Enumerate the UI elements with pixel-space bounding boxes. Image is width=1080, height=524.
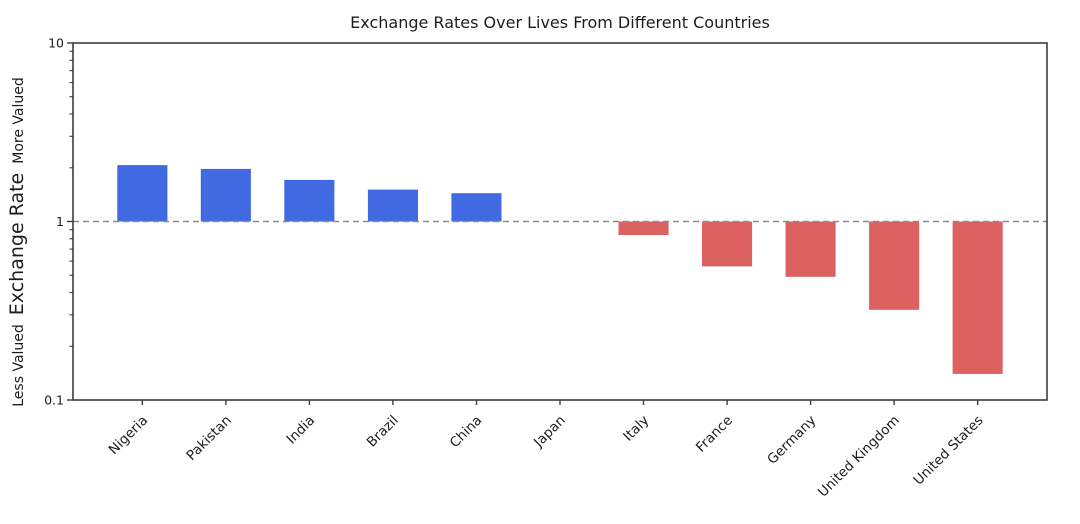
y-tick-label-1: 1 [56, 214, 64, 229]
x-tick-label-united-states: United States [911, 413, 987, 489]
x-tick-label-united-kingdom: United Kingdom [815, 413, 903, 501]
bar-germany [785, 221, 836, 277]
x-tick-label-brazil: Brazil [364, 413, 402, 451]
x-tick-label-india: India [283, 413, 318, 448]
bar-brazil [367, 189, 418, 222]
y-tick-label-10: 10 [48, 36, 64, 51]
bar-india [284, 179, 335, 222]
bar-united-kingdom [869, 221, 920, 310]
x-tick-label-japan: Japan [530, 413, 569, 452]
bar-italy [618, 221, 669, 235]
bar-pakistan [200, 168, 251, 222]
x-tick-label-pakistan: Pakistan [183, 413, 234, 464]
bar-nigeria [117, 165, 168, 222]
x-tick-label-france: France [693, 413, 736, 456]
x-tick-label-italy: Italy [620, 413, 652, 445]
chart-title: Exchange Rates Over Lives From Different… [350, 13, 770, 32]
x-tick-label-china: China [447, 413, 486, 452]
x-tick-label-germany: Germany [764, 413, 819, 468]
y-tick-label-0.1: 0.1 [44, 393, 64, 408]
bar-china [451, 193, 502, 222]
bar-france [702, 221, 753, 267]
bar-united-states [952, 221, 1003, 374]
x-tick-label-nigeria: Nigeria [106, 413, 151, 458]
